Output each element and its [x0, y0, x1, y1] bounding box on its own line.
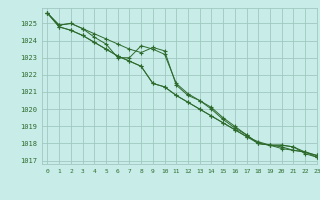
Text: Graphe pression niveau de la mer (hPa): Graphe pression niveau de la mer (hPa) [72, 184, 248, 193]
